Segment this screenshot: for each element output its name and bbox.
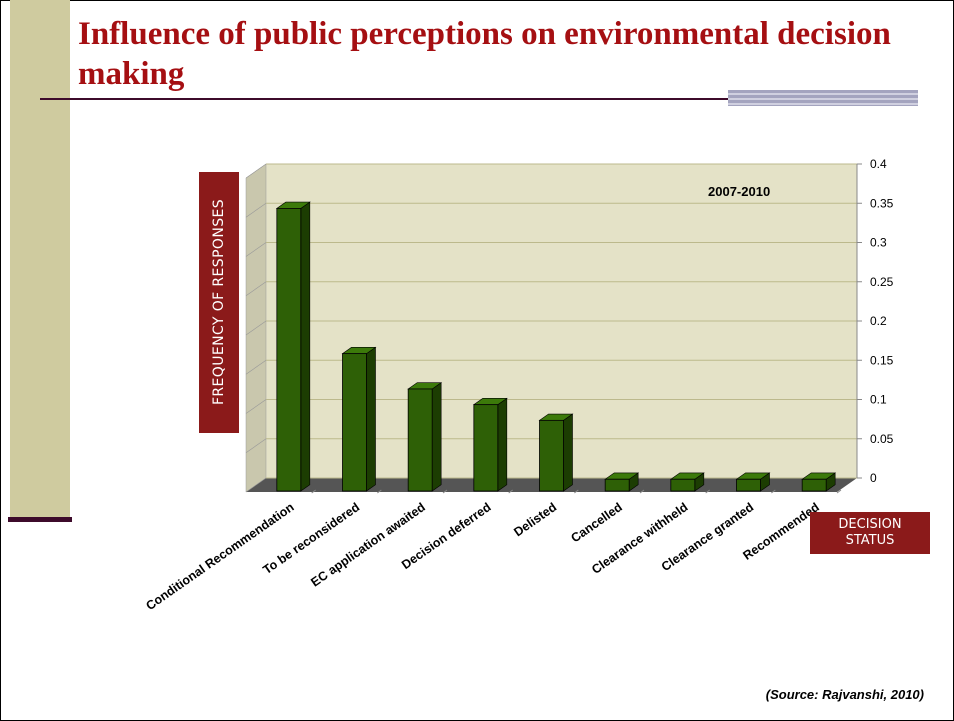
gridline-side [245, 203, 267, 218]
x-tick-mark [508, 489, 513, 494]
y-tick-label: 0.35 [870, 196, 894, 210]
bar [407, 382, 443, 492]
category-label: Cancelled [568, 500, 624, 545]
y-tick-label: 0.3 [870, 236, 887, 250]
bars [275, 201, 837, 492]
bar [604, 472, 640, 492]
gridline-side [245, 399, 267, 414]
x-tick-mark [705, 489, 710, 494]
x-tick-mark [771, 489, 776, 494]
y-tick-label: 0.1 [870, 393, 887, 407]
bar [801, 472, 837, 492]
y-tick-label: 0.2 [870, 314, 887, 328]
y-axis-label: FREQUENCY OF RESPONSES [211, 198, 227, 406]
bar [538, 413, 574, 492]
bar [472, 397, 508, 492]
bar [669, 472, 705, 492]
source-citation: (Source: Rajvanshi, 2010) [765, 687, 924, 702]
gridline-side [245, 242, 267, 257]
y-tick-label: 0 [870, 471, 877, 485]
x-tick-mark [836, 489, 842, 494]
gridline-side [245, 477, 267, 493]
left-decorative-rule [8, 517, 72, 522]
x-axis-label: DECISION STATUS [838, 517, 902, 548]
bar [341, 346, 377, 492]
x-tick-mark [574, 489, 579, 494]
x-tick-mark [377, 489, 382, 494]
x-tick-mark [639, 489, 645, 494]
y-tick-label: 0.05 [870, 432, 894, 446]
bar [275, 201, 311, 492]
gridline-side [245, 320, 267, 336]
y-tick-label: 0.25 [870, 275, 894, 289]
period-label: 2007-2010 [708, 184, 770, 199]
y-tick-label: 0.15 [870, 353, 894, 367]
x-tick-mark [442, 489, 448, 494]
left-decorative-band [10, 0, 70, 522]
gridline-side [245, 438, 267, 453]
category-label: EC application awaited [308, 500, 428, 590]
gridline-side [245, 360, 267, 375]
title-underline [40, 98, 730, 100]
title-decorative-bar [728, 90, 918, 106]
x-tick-mark [311, 489, 316, 494]
slide-title: Influence of public perceptions on envir… [78, 16, 891, 92]
gridline-side [245, 281, 267, 296]
y-axis-label-box [199, 172, 239, 433]
gridline-side [245, 163, 267, 179]
y-axis-ticks: 0 0.05 0.1 0.15 0.2 0.25 0.3 0.35 0.4 [856, 157, 894, 485]
bar [735, 472, 771, 492]
category-label: Delisted [511, 500, 559, 539]
y-tick-label: 0.4 [870, 157, 887, 171]
x-axis-label-box: DECISION STATUS [810, 512, 930, 554]
